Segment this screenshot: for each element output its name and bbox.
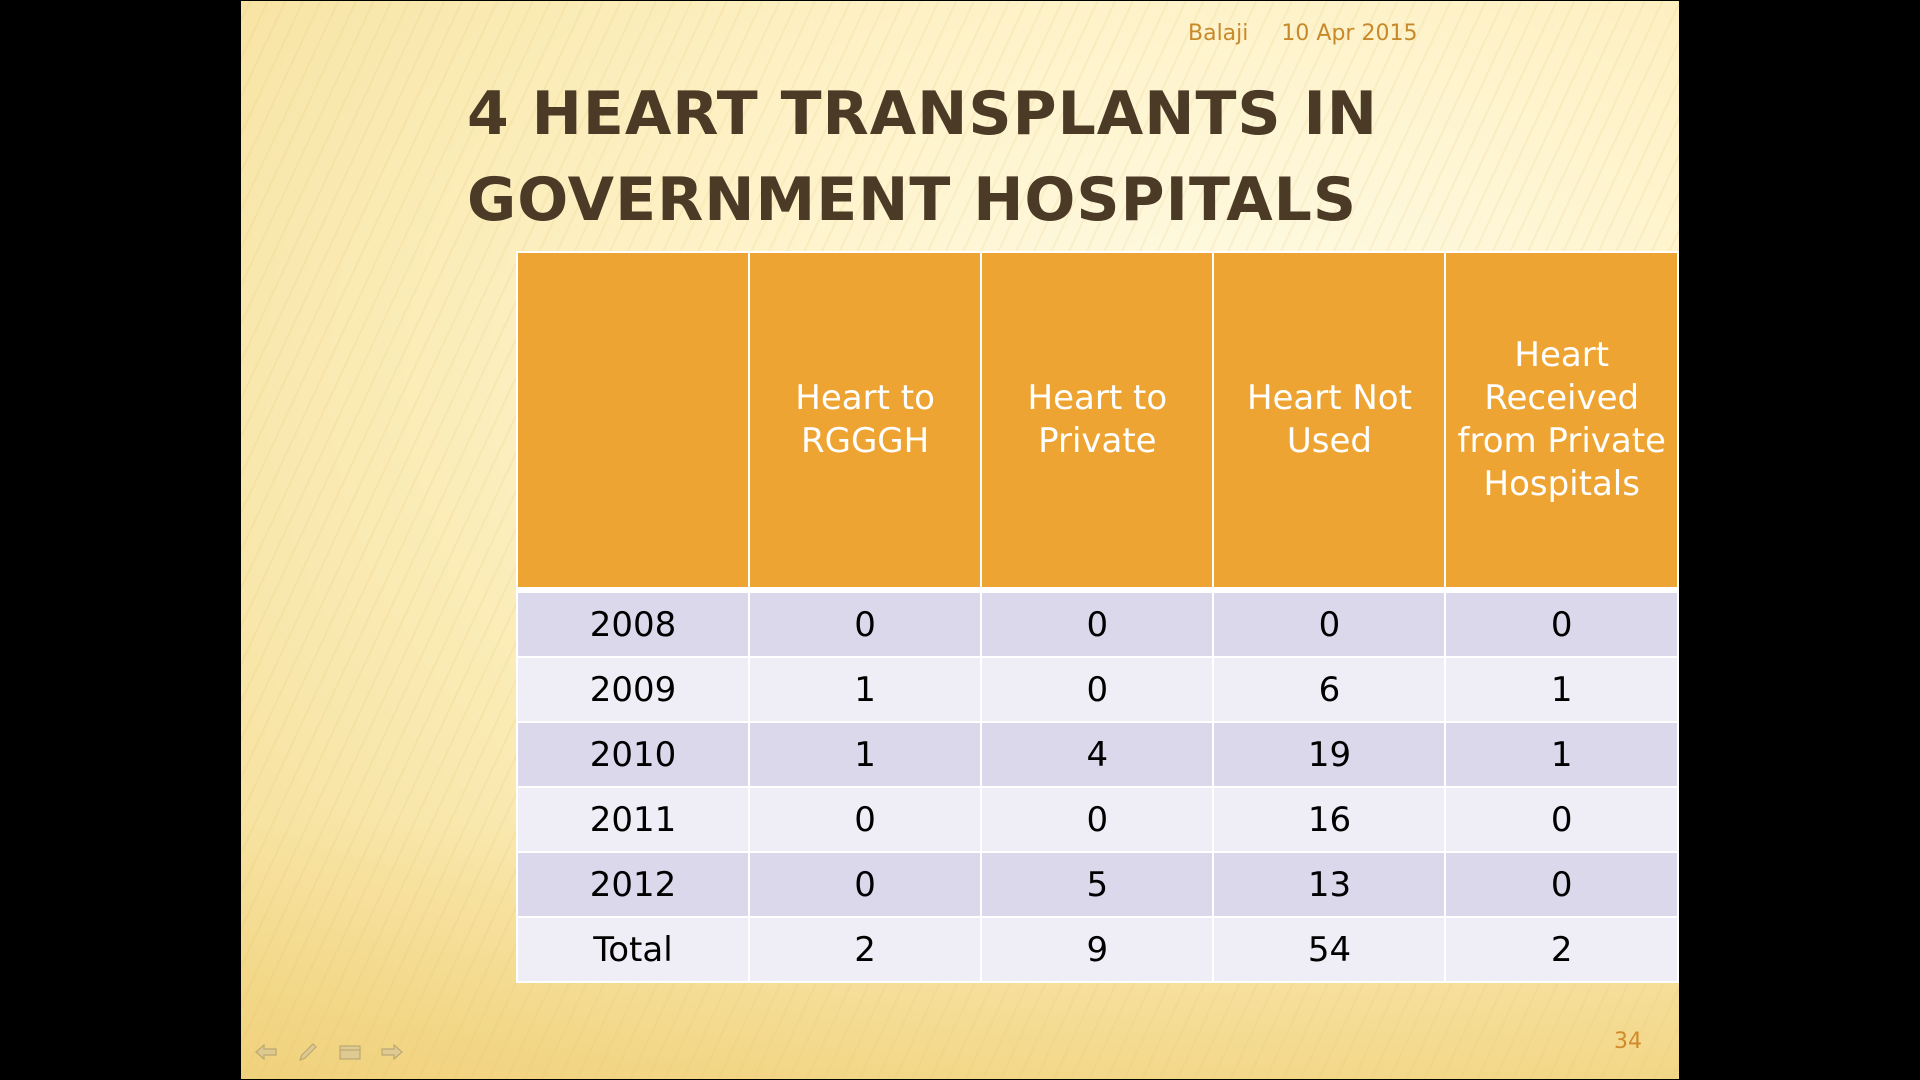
column-header: Heart to RGGGH [747, 251, 983, 591]
table-row: 2009 1 0 6 1 [516, 656, 1679, 723]
table-cell: 13 [1212, 851, 1447, 918]
table-cell: 2010 [516, 721, 750, 788]
arrow-right-icon[interactable] [379, 1041, 405, 1063]
table-cell: 4 [980, 721, 1215, 788]
slideshow-nav [253, 1041, 405, 1063]
table-cell: 0 [1444, 851, 1679, 918]
table-cell: 0 [1212, 589, 1447, 658]
table-row: 2008 0 0 0 0 [516, 589, 1679, 658]
table-row: 2011 0 0 16 0 [516, 786, 1679, 853]
slide-menu-icon[interactable] [337, 1041, 363, 1063]
table-cell: 2012 [516, 851, 750, 918]
table-cell: Total [516, 916, 750, 983]
table-cell: 1 [1444, 721, 1679, 788]
table-row: 2012 0 5 13 0 [516, 851, 1679, 918]
slide-page-number: 34 [1614, 1029, 1642, 1054]
table-cell: 1 [1444, 656, 1679, 723]
column-header [516, 251, 750, 591]
table-cell: 54 [1212, 916, 1447, 983]
table-cell: 19 [1212, 721, 1447, 788]
arrow-left-icon[interactable] [253, 1041, 279, 1063]
table-cell: 1 [747, 656, 983, 723]
pen-icon[interactable] [295, 1041, 321, 1063]
table-cell: 1 [747, 721, 983, 788]
table-cell: 6 [1212, 656, 1447, 723]
date-label: 10 Apr 2015 [1281, 21, 1418, 46]
table-cell: 9 [980, 916, 1215, 983]
table-cell: 0 [1444, 786, 1679, 853]
table-cell: 0 [747, 851, 983, 918]
slide-header-meta: Balaji 10 Apr 2015 [1188, 21, 1443, 46]
transplant-table-container: Heart to RGGGH Heart to Private Heart No… [516, 251, 1679, 983]
table-cell: 0 [980, 786, 1215, 853]
table-cell: 0 [980, 656, 1215, 723]
table-row-total: Total 2 9 54 2 [516, 916, 1679, 983]
slide-title: 4 HEART TRANSPLANTS IN GOVERNMENT HOSPIT… [467, 71, 1617, 243]
author-label: Balaji [1188, 21, 1249, 46]
table-cell: 2011 [516, 786, 750, 853]
table-row: 2010 1 4 19 1 [516, 721, 1679, 788]
table-cell: 16 [1212, 786, 1447, 853]
slide: Balaji 10 Apr 2015 4 HEART TRANSPLANTS I… [241, 1, 1679, 1079]
table-cell: 0 [747, 786, 983, 853]
column-header: Heart Received from Private Hospitals [1444, 251, 1679, 591]
column-header: Heart Not Used [1212, 251, 1447, 591]
table-cell: 2 [747, 916, 983, 983]
table-cell: 2009 [516, 656, 750, 723]
column-header: Heart to Private [980, 251, 1215, 591]
title-line-1: 4 HEART TRANSPLANTS IN [467, 79, 1379, 149]
table-cell: 0 [1444, 589, 1679, 658]
table-header-row: Heart to RGGGH Heart to Private Heart No… [516, 251, 1679, 591]
title-line-2: GOVERNMENT HOSPITALS [467, 165, 1358, 235]
table-cell: 2 [1444, 916, 1679, 983]
table-cell: 5 [980, 851, 1215, 918]
transplant-table: Heart to RGGGH Heart to Private Heart No… [516, 251, 1679, 983]
table-cell: 0 [747, 589, 983, 658]
table-cell: 0 [980, 589, 1215, 658]
table-cell: 2008 [516, 589, 750, 658]
